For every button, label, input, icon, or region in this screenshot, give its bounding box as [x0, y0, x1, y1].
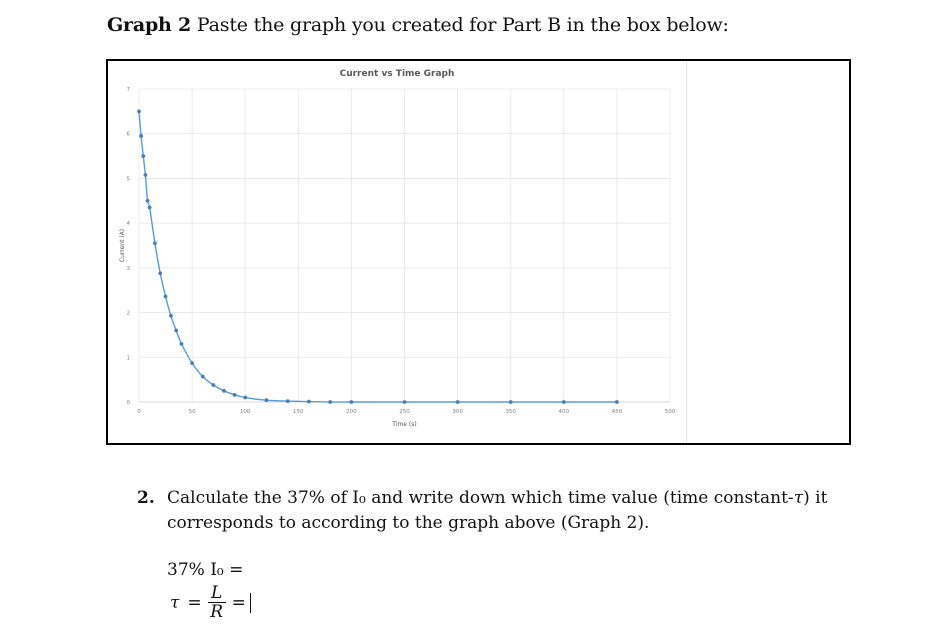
percent-io-formula[interactable]: 37% I₀ = — [167, 560, 244, 580]
x-tick-label: 450 — [612, 409, 623, 415]
data-point-marker — [163, 294, 168, 299]
data-point-marker — [137, 109, 141, 114]
y-tick-label: 7 — [127, 87, 131, 93]
chart-title: Current vs Time Graph — [339, 69, 455, 79]
graph-heading-text: Paste the graph you created for Part B i… — [191, 14, 729, 36]
question-text-line2: corresponds to according to the graph ab… — [167, 513, 650, 533]
text-cursor — [249, 592, 251, 613]
numerator: L — [211, 583, 223, 603]
data-point-marker — [264, 398, 269, 403]
x-tick-label: 100 — [240, 409, 251, 415]
data-point-marker — [168, 313, 173, 318]
data-point-marker — [141, 154, 146, 158]
equals-sign: = — [187, 592, 202, 613]
data-point-marker — [455, 400, 460, 404]
data-point-marker — [402, 400, 407, 404]
tau-symbol: τ — [793, 488, 804, 508]
tau-formula[interactable]: τ = L R = — [170, 584, 251, 621]
x-tick-label: 350 — [505, 409, 516, 415]
x-tick-label: 0 — [137, 409, 141, 415]
data-point-marker — [179, 341, 184, 346]
l-over-r-fraction: L R — [207, 583, 226, 622]
y-tick-label: 0 — [127, 400, 131, 406]
x-tick-label: 250 — [399, 409, 410, 415]
data-point-marker — [561, 400, 566, 404]
y-tick-label: 1 — [127, 355, 131, 361]
series-line — [138, 111, 617, 403]
y-axis-label: Current (A) — [119, 229, 126, 262]
data-point-marker — [190, 361, 194, 365]
y-tick-label: 3 — [127, 266, 131, 272]
data-point-marker — [174, 328, 179, 333]
data-point-marker — [153, 241, 157, 246]
data-point-marker — [143, 172, 148, 177]
x-tick-label: 400 — [559, 409, 570, 415]
data-point-marker — [307, 399, 311, 404]
data-point-marker — [147, 205, 152, 210]
y-tick-label: 2 — [127, 311, 131, 317]
data-point-marker — [328, 400, 333, 404]
fraction-bar — [207, 602, 226, 603]
graph-heading-label: Graph 2 — [107, 14, 192, 36]
data-point-marker — [145, 198, 150, 203]
current-vs-time-plot: 0 50 100 150 200 250 300 350 400 450 500 0 1 2 3 4 5 6 7 Ti… — [119, 87, 676, 428]
data-point-marker — [211, 383, 216, 387]
question-2: 2. Calculate the 37% of I₀ and write down… — [137, 486, 837, 536]
tau-symbol: τ — [170, 592, 180, 613]
denominator: R — [210, 602, 224, 622]
x-tick-label: 300 — [452, 409, 463, 415]
data-point-marker — [139, 134, 144, 138]
x-tick-label: 150 — [293, 409, 304, 415]
data-point-marker — [508, 400, 513, 404]
data-point-marker — [158, 271, 163, 276]
y-tick-label: 4 — [127, 221, 131, 227]
x-tick-label: 50 — [189, 409, 196, 415]
data-point-marker — [243, 395, 248, 400]
equals-sign-2: = — [231, 592, 246, 613]
x-tick-label: 200 — [346, 409, 357, 415]
y-tick-label: 6 — [127, 132, 131, 138]
chart-area: Current vs Time Graph 0 50 100 150 200 250 300… — [108, 61, 687, 443]
graph-paste-box[interactable]: Current vs Time Graph 0 50 100 150 200 250 300… — [106, 59, 851, 445]
data-point-marker — [349, 400, 354, 404]
question-text-line1-end: ) it — [803, 488, 828, 508]
data-point-marker — [222, 388, 226, 393]
data-point-marker — [285, 399, 290, 404]
x-axis-label: Time (s) — [391, 421, 416, 428]
question-number: 2. — [137, 488, 155, 508]
data-point-marker — [615, 400, 619, 404]
data-point-marker — [232, 392, 237, 397]
data-point-marker — [200, 374, 205, 379]
graph-heading: Graph 2 Paste the graph you created for … — [107, 14, 729, 36]
question-text-line1: Calculate the 37% of I₀ and write down w… — [167, 488, 794, 508]
x-tick-label: 500 — [665, 409, 676, 415]
y-tick-label: 5 — [127, 176, 131, 182]
